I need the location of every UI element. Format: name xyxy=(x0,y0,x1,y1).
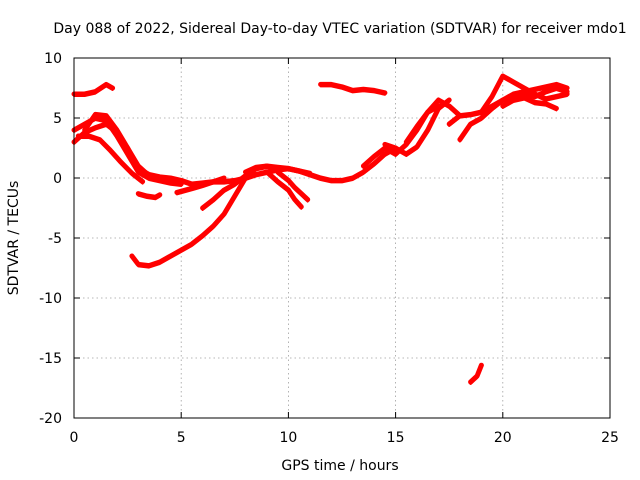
series-line-track-m-shadow xyxy=(319,85,386,96)
series-line-track-s-shadow xyxy=(480,77,569,115)
series-line-track-u-shadow xyxy=(469,366,483,385)
series-line-track-t-shadow xyxy=(501,98,558,112)
y-tick-label: -20 xyxy=(39,411,62,427)
y-tick-label: -10 xyxy=(39,291,62,307)
ticks xyxy=(73,57,611,419)
y-axis-label: SDTVAR / TECUs xyxy=(6,181,22,296)
series-line-track-f-shadow xyxy=(137,194,161,201)
series-line-track-d xyxy=(75,133,146,185)
y-tick-label: 0 xyxy=(53,171,62,187)
series-line-track-m xyxy=(318,81,388,96)
y-tick-label: -5 xyxy=(48,231,62,247)
series-line-track-d-shadow xyxy=(77,137,144,185)
series-line-track-t xyxy=(500,95,559,111)
series-line-track-l xyxy=(275,169,311,203)
series-line-track-r xyxy=(457,81,570,143)
series-line-track-k-shadow xyxy=(266,173,303,210)
x-tick-label: 10 xyxy=(279,430,297,446)
series-line-track-a xyxy=(71,81,116,97)
x-tick-labels: 0 5 10 15 20 25 xyxy=(70,430,619,446)
y-tick-labels: 10 5 0 -5 -10 -15 -20 xyxy=(39,51,62,427)
x-tick-label: 5 xyxy=(177,430,186,446)
series-line-track-j-shadow xyxy=(244,149,397,184)
y-tick-label: -15 xyxy=(39,351,62,367)
x-axis-label: GPS time / hours xyxy=(281,458,398,474)
series-line-track-a-shadow xyxy=(73,85,114,97)
series-line-track-g-shadow xyxy=(175,179,226,196)
series-line-track-e xyxy=(82,111,152,179)
grid xyxy=(74,58,610,418)
x-tick-label: 0 xyxy=(70,430,79,446)
series-line-track-e-shadow xyxy=(83,115,150,179)
series-line-track-b xyxy=(71,121,313,187)
series-line-track-l-shadow xyxy=(276,173,309,203)
series-line-track-g xyxy=(174,175,227,195)
series-line-track-p-shadow xyxy=(405,107,440,145)
series-group xyxy=(71,73,570,385)
series-line-track-o-shadow xyxy=(383,101,451,157)
chart-title: Day 088 of 2022, Sidereal Day-to-day VTE… xyxy=(53,21,626,37)
series-line-track-r-shadow xyxy=(458,85,569,143)
series-line-track-k xyxy=(264,169,304,210)
series-line-track-f xyxy=(135,191,163,200)
x-tick-label: 15 xyxy=(387,430,405,446)
series-line-track-h-shadow xyxy=(130,179,247,269)
series-line-track-j xyxy=(243,145,399,183)
series-line-track-p xyxy=(403,103,441,145)
x-tick-label: 25 xyxy=(601,430,619,446)
x-tick-label: 20 xyxy=(494,430,512,446)
y-tick-label: 5 xyxy=(53,111,62,127)
series-line-track-h xyxy=(129,175,248,269)
series-line-track-i-shadow xyxy=(201,167,268,211)
y-tick-label: 10 xyxy=(44,51,62,67)
